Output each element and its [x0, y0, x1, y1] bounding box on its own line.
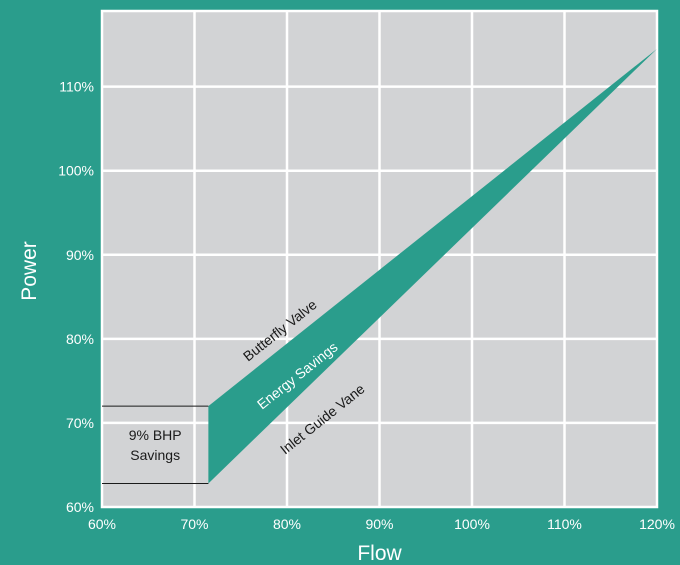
x-tick-label: 100%: [454, 516, 490, 532]
y-tick-label: 110%: [59, 79, 94, 95]
x-tick-label: 110%: [547, 516, 582, 532]
bhp-savings-line1: 9% BHP: [129, 427, 182, 443]
x-tick-label: 60%: [88, 516, 116, 532]
y-tick-label: 90%: [66, 247, 94, 263]
y-axis-label: Power: [18, 241, 41, 301]
plot-border: [100, 9, 659, 509]
y-tick-label: 70%: [66, 415, 94, 431]
tick-labels: 60% 70% 80% 90% 100% 110% 120% 60% 70% 80% 90% 100%…: [58, 79, 675, 532]
grid-lines: [100, 9, 659, 509]
x-tick-label: 80%: [273, 516, 301, 532]
x-axis-label: Flow: [357, 542, 402, 565]
bhp-savings-line2: Savings: [130, 447, 180, 463]
y-tick-label: 100%: [58, 163, 94, 179]
y-tick-label: 60%: [66, 499, 94, 515]
x-tick-label: 90%: [365, 516, 393, 532]
energy-savings-band: [208, 48, 657, 484]
y-tick-label: 80%: [66, 331, 94, 347]
x-tick-label: 120%: [639, 516, 675, 532]
band-layer: [102, 48, 657, 484]
x-tick-label: 70%: [180, 516, 208, 532]
